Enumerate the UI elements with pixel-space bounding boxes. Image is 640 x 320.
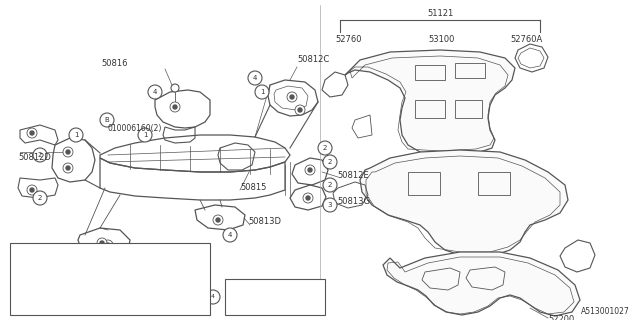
Text: 2: 2 (19, 268, 23, 273)
Text: N37003: N37003 (35, 284, 65, 292)
Circle shape (100, 113, 114, 127)
Text: B: B (104, 117, 109, 123)
Text: N: N (38, 268, 42, 273)
Circle shape (69, 128, 83, 142)
Circle shape (213, 215, 223, 225)
Text: 2: 2 (323, 145, 327, 151)
Circle shape (255, 85, 269, 99)
Circle shape (295, 105, 305, 115)
Circle shape (103, 240, 113, 250)
Text: 2: 2 (328, 182, 332, 188)
Text: 52760A: 52760A (510, 36, 542, 44)
Text: 4: 4 (211, 294, 215, 300)
Circle shape (14, 281, 28, 295)
Circle shape (100, 241, 104, 245)
Circle shape (323, 155, 337, 169)
Circle shape (30, 131, 34, 135)
Polygon shape (345, 50, 515, 155)
Circle shape (33, 263, 47, 277)
Circle shape (170, 102, 180, 112)
Text: 50812B: 50812B (82, 263, 115, 273)
Circle shape (216, 218, 220, 222)
Text: 1: 1 (74, 132, 78, 138)
Text: 51121: 51121 (427, 10, 453, 19)
Circle shape (33, 245, 47, 259)
Text: 023808000(6): 023808000(6) (52, 247, 106, 257)
Circle shape (27, 128, 37, 138)
Text: 023806000(6): 023806000(6) (52, 266, 106, 275)
Bar (225, 279, 325, 315)
Circle shape (66, 150, 70, 154)
Circle shape (33, 191, 47, 205)
Text: 4: 4 (253, 75, 257, 81)
Text: (9705-9802): (9705-9802) (103, 284, 150, 292)
Circle shape (323, 198, 337, 212)
Circle shape (305, 165, 315, 175)
Circle shape (171, 84, 179, 92)
Text: <9803-    >: <9803- > (103, 301, 147, 310)
Text: 50815: 50815 (240, 183, 266, 193)
Circle shape (290, 95, 294, 99)
Circle shape (97, 238, 107, 248)
Text: 2: 2 (80, 255, 84, 261)
Text: 3: 3 (328, 202, 332, 208)
Text: 52200: 52200 (548, 316, 574, 320)
Polygon shape (360, 150, 568, 257)
Text: 3: 3 (19, 285, 23, 291)
Circle shape (298, 108, 302, 112)
Text: 65488C: 65488C (35, 301, 65, 310)
Text: 50813G: 50813G (337, 197, 370, 206)
Circle shape (318, 141, 332, 155)
Circle shape (323, 178, 337, 192)
Text: 50812D: 50812D (18, 154, 51, 163)
Text: 4: 4 (153, 89, 157, 95)
Circle shape (14, 245, 28, 259)
Text: M060002: M060002 (228, 284, 264, 292)
Circle shape (33, 148, 47, 162)
Circle shape (63, 163, 73, 173)
Circle shape (14, 263, 28, 277)
Text: 52760: 52760 (335, 36, 362, 44)
Text: 4: 4 (228, 232, 232, 238)
Text: 50812E: 50812E (337, 171, 369, 180)
Circle shape (206, 290, 220, 304)
Text: <0005-    >: <0005- > (274, 301, 318, 310)
Text: A513001027: A513001027 (581, 308, 630, 316)
Circle shape (27, 185, 37, 195)
Polygon shape (383, 252, 580, 316)
Circle shape (306, 196, 310, 200)
Circle shape (63, 147, 73, 157)
Text: 2: 2 (38, 195, 42, 201)
Text: 1: 1 (260, 89, 264, 95)
Text: N: N (38, 250, 42, 254)
Bar (10, 243, 210, 315)
Circle shape (303, 193, 313, 203)
Text: (9702-0004): (9702-0004) (274, 284, 322, 292)
Circle shape (138, 128, 152, 142)
Text: 53100: 53100 (428, 36, 454, 44)
Circle shape (66, 166, 70, 170)
Text: 50816: 50816 (102, 60, 128, 68)
Text: 50813D: 50813D (248, 218, 281, 227)
Circle shape (75, 251, 89, 265)
Text: 1: 1 (143, 132, 147, 138)
Circle shape (308, 168, 312, 172)
Text: 1: 1 (19, 250, 23, 254)
Circle shape (173, 105, 177, 109)
Text: 010006160(2): 010006160(2) (107, 124, 161, 132)
Text: 2: 2 (328, 159, 332, 165)
Circle shape (30, 188, 34, 192)
Text: 2: 2 (38, 152, 42, 158)
Text: M060004: M060004 (228, 301, 264, 310)
Text: 50812C: 50812C (297, 55, 329, 65)
Circle shape (287, 92, 297, 102)
Circle shape (223, 228, 237, 242)
Circle shape (148, 85, 162, 99)
Circle shape (106, 243, 110, 247)
Circle shape (248, 71, 262, 85)
